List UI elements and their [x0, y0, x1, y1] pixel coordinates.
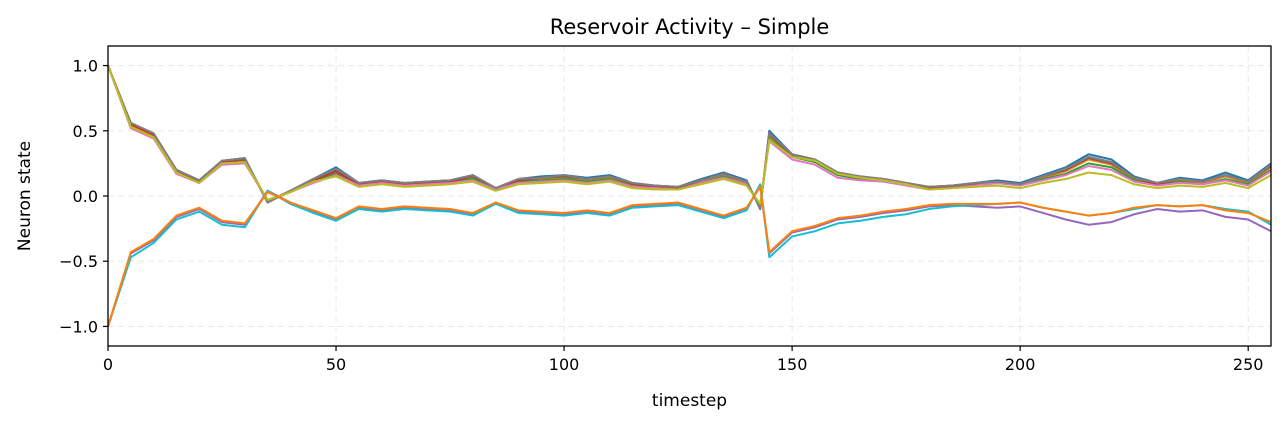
chart-title: Reservoir Activity – Simple [550, 15, 830, 39]
y-tick-label: −0.5 [59, 252, 98, 271]
series-line-8 [107, 65, 1272, 209]
x-tick-label: 250 [1233, 355, 1264, 374]
grid [107, 46, 1271, 346]
series-line-9 [107, 65, 1272, 205]
y-axis-label: Neuron state [15, 141, 35, 251]
y-tick-label: 1.0 [73, 57, 98, 76]
y-tick-label: 0.5 [73, 122, 98, 141]
x-tick-label: 200 [1005, 355, 1036, 374]
x-axis-label: timestep [652, 391, 727, 411]
x-tick-label: 150 [777, 355, 808, 374]
x-tick-label: 50 [326, 355, 346, 374]
y-tick-label: 0.0 [73, 187, 98, 206]
series-group [107, 65, 1272, 327]
series-line-11 [107, 185, 1272, 327]
x-tick-label: 0 [103, 355, 113, 374]
axis-ticks: 0 50 100 150 200 250 −1.0 −0.5 0.0 0.5 1.0 [59, 57, 1263, 374]
x-tick-label: 100 [549, 355, 580, 374]
y-tick-label: −1.0 [59, 317, 98, 336]
